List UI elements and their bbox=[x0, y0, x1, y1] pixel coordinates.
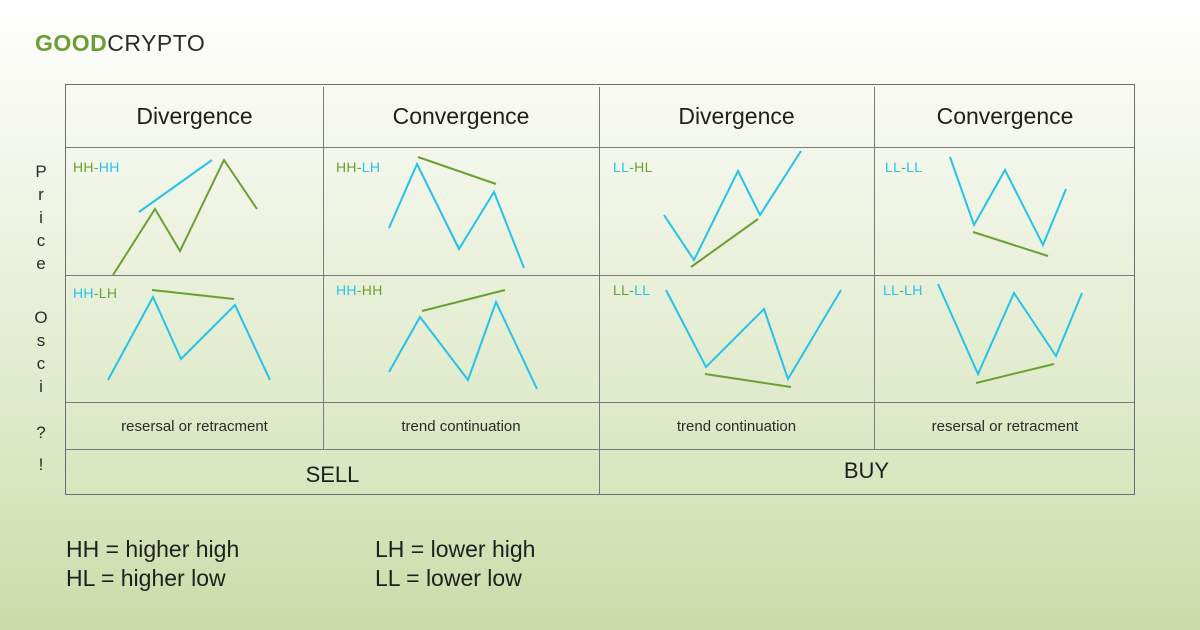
price-letter: r bbox=[38, 185, 44, 204]
sell-label: SELL bbox=[305, 462, 360, 487]
price-path bbox=[949, 156, 1067, 248]
trend-line bbox=[138, 159, 213, 213]
signal-note: trend continuation bbox=[401, 417, 521, 435]
price-letter: c bbox=[36, 231, 46, 250]
price-pattern-label: LL-HL bbox=[613, 159, 653, 175]
legend-lh: LH = lower high bbox=[375, 536, 536, 562]
row-divider bbox=[66, 449, 1134, 450]
osci-letter: s bbox=[36, 331, 46, 350]
osci-path bbox=[388, 299, 538, 390]
row-divider bbox=[66, 275, 1134, 276]
column-divider bbox=[323, 87, 324, 449]
signal-note: resersal or retracment bbox=[931, 417, 1079, 435]
header-convergence-sell: Convergence bbox=[392, 103, 530, 129]
trend-line bbox=[421, 289, 506, 312]
legend-lower: LH = lower high LL = lower low bbox=[375, 535, 535, 593]
price-path bbox=[663, 150, 802, 262]
osci-letter: ! bbox=[38, 455, 44, 474]
header-divergence-sell: Divergence bbox=[136, 103, 253, 129]
trend-line bbox=[972, 231, 1049, 257]
osci-letter: c bbox=[36, 354, 46, 373]
price-pattern-label: HH-HH bbox=[73, 159, 120, 175]
osci-letter: O bbox=[34, 308, 48, 327]
price-path bbox=[388, 161, 525, 269]
osci-pattern-label: LL-LH bbox=[883, 282, 923, 298]
price-letter: i bbox=[39, 208, 43, 227]
legend-hl: HL = higher low bbox=[66, 565, 226, 591]
price-letter: P bbox=[35, 162, 47, 181]
osci-side-label: O s c i ? ! bbox=[30, 306, 52, 476]
osci-pattern-label: HH-LH bbox=[73, 285, 118, 301]
column-divider bbox=[874, 87, 875, 449]
osci-path bbox=[107, 294, 271, 381]
legend-ll: LL = lower low bbox=[375, 565, 522, 591]
osci-pattern-label: HH-HH bbox=[336, 282, 383, 298]
osci-path bbox=[937, 283, 1083, 377]
legend-hh: HH = higher high bbox=[66, 536, 240, 562]
osci-path bbox=[665, 289, 842, 382]
header-divergence-buy: Divergence bbox=[678, 103, 795, 129]
price-pattern-label: LL-LL bbox=[885, 159, 923, 175]
row-divider bbox=[66, 147, 1134, 148]
legend-higher: HH = higher high HL = higher low bbox=[66, 535, 239, 593]
trend-line bbox=[417, 156, 497, 185]
trend-line bbox=[704, 373, 792, 388]
logo-crypto-text: CRYPTO bbox=[107, 30, 206, 56]
goodcrypto-logo: GOODCRYPTO bbox=[35, 30, 205, 57]
price-side-label: P r i c e bbox=[30, 160, 52, 275]
osci-letter: i bbox=[39, 377, 43, 396]
signal-note: resersal or retracment bbox=[121, 417, 268, 435]
logo-good-text: GOOD bbox=[35, 30, 108, 56]
price-letter: e bbox=[36, 254, 46, 273]
price-pattern-label: HH-LH bbox=[336, 159, 381, 175]
divergence-table: Divergence Convergence Divergence Conver… bbox=[65, 84, 1135, 495]
trend-line bbox=[151, 289, 235, 300]
trend-line bbox=[975, 363, 1055, 384]
trend-line bbox=[690, 218, 759, 268]
osci-pattern-label: LL-LL bbox=[613, 282, 651, 298]
row-divider bbox=[66, 402, 1134, 403]
signal-note: trend continuation bbox=[676, 417, 797, 435]
price-path bbox=[112, 157, 258, 276]
buy-label: BUY bbox=[843, 458, 890, 483]
column-divider bbox=[599, 87, 600, 495]
osci-letter: ? bbox=[36, 423, 46, 442]
header-convergence-buy: Convergence bbox=[936, 103, 1074, 129]
